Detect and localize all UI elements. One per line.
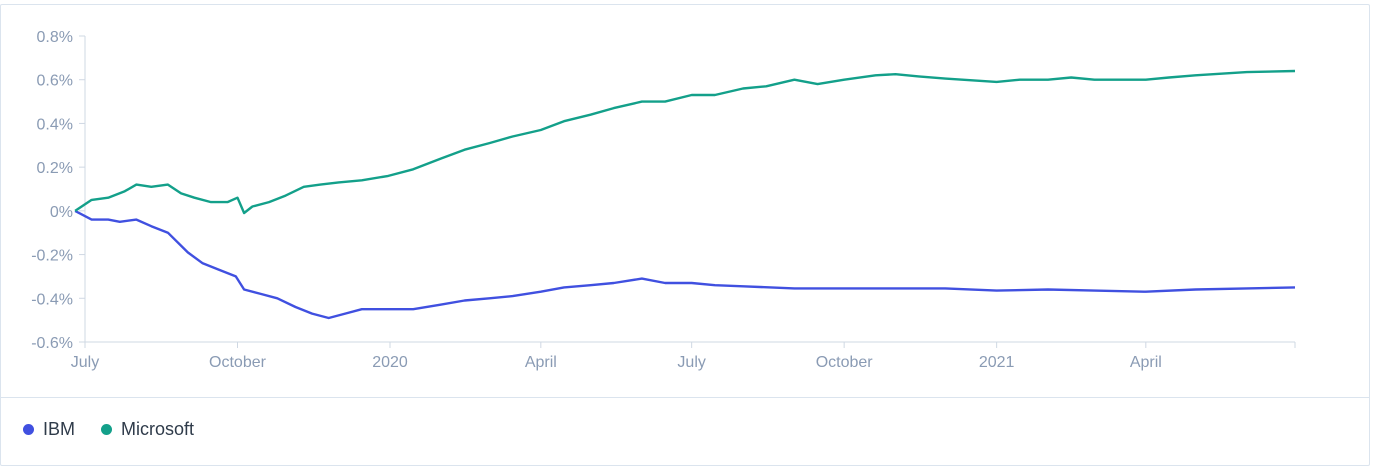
y-tick-label: 0.4% — [37, 116, 73, 133]
legend-label-ibm: IBM — [43, 419, 76, 439]
y-tick-label: -0.6% — [31, 335, 73, 352]
legend-item-microsoft[interactable]: Microsoft — [101, 419, 194, 440]
series-line-microsoft — [74, 69, 1296, 215]
x-tick-label: April — [525, 354, 557, 371]
series-line-ibm — [74, 209, 1296, 320]
legend-item-ibm[interactable]: IBM — [23, 419, 75, 440]
x-tick-label: July — [677, 354, 705, 371]
line-chart: 0.8% 0.6% 0.4% 0.2% 0% -0.2% -0.4% -0.6% July Oct… — [31, 29, 1296, 371]
legend-swatch-microsoft — [101, 424, 113, 435]
legend: IBM Microsoft — [23, 419, 194, 440]
legend-label-microsoft: Microsoft — [121, 419, 195, 439]
x-tick-label: 2020 — [372, 354, 408, 371]
y-tick-label: 0.6% — [37, 73, 73, 90]
legend-swatch-ibm — [23, 424, 34, 435]
y-tick-label: 0.8% — [37, 29, 73, 46]
x-tick-label: 2021 — [979, 354, 1015, 371]
y-tick-label: -0.2% — [31, 248, 73, 265]
legend-divider — [1, 397, 1369, 398]
x-tick-label: October — [209, 354, 267, 371]
x-tick-label: July — [71, 354, 99, 371]
y-tick-label: 0.2% — [37, 160, 73, 177]
y-tick-label: -0.4% — [31, 291, 73, 308]
x-tick-label: October — [816, 354, 874, 371]
x-tick-label: April — [1130, 354, 1162, 371]
chart-card: 0.8% 0.6% 0.4% 0.2% 0% -0.2% -0.4% -0.6% July Oct… — [0, 4, 1370, 466]
y-tick-label: 0% — [50, 204, 73, 221]
